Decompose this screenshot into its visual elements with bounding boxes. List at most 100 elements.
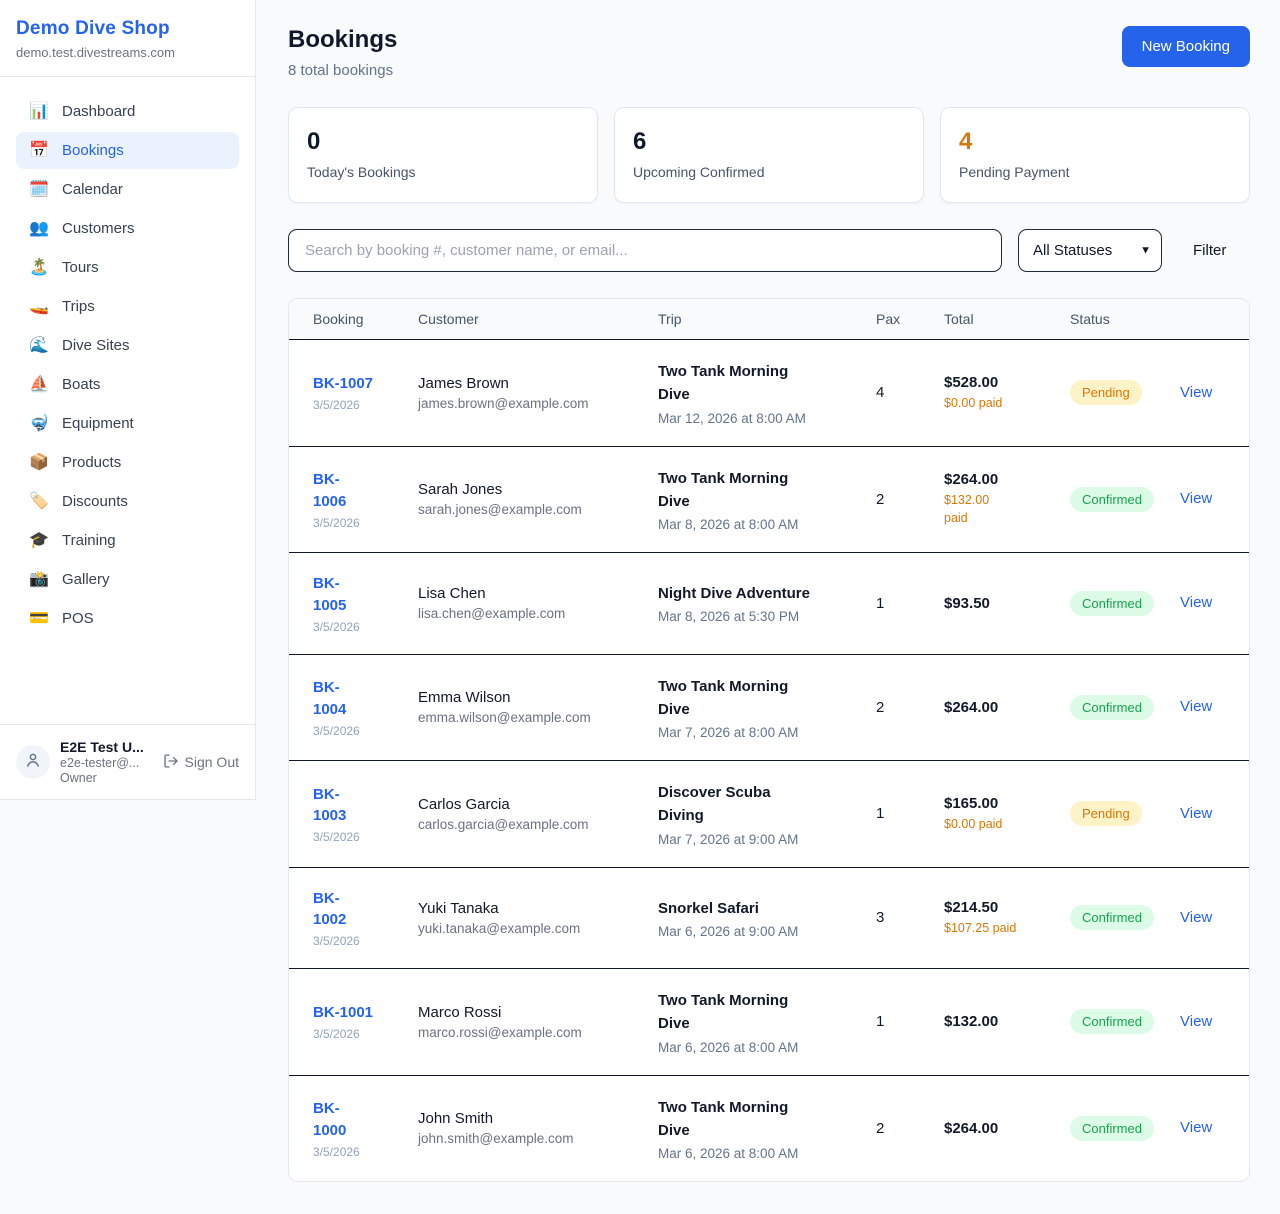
table-body: BK-1007 3/5/2026 James Brown james.brown… [289,340,1249,1181]
sidebar-item-discounts[interactable]: 🏷️ Discounts [16,483,239,520]
customer-cell: Emma Wilson emma.wilson@example.com [418,669,658,745]
trip-name: Two Tank Morning Dive [658,1098,789,1139]
view-link[interactable]: View [1180,908,1213,926]
customer-name: James Brown [418,374,509,392]
booking-link[interactable]: BK-1007 [313,375,374,393]
view-link[interactable]: View [1180,490,1213,508]
table-row: BK-1001 3/5/2026 Marco Rossi marco.rossi… [289,969,1249,1076]
paid-amount: $0.00 paid [944,395,1003,410]
column-header-customer: Customer [418,311,479,327]
sidebar-item-dive-sites[interactable]: 🌊 Dive Sites [16,327,239,364]
customer-email: sarah.jones@example.com [418,502,582,518]
sidebar-item-label: Products [62,454,122,471]
trip-name: Two Tank Morning Dive [658,992,789,1033]
status-cell: Pending [1070,781,1180,846]
customer-name: John Smith [418,1110,494,1128]
booking-link[interactable]: BK-1001 [313,1004,374,1022]
pax-cell: 1 [876,594,885,612]
view-link[interactable]: View [1180,804,1213,822]
sidebar-item-boats[interactable]: ⛵ Boats [16,366,239,403]
table-header: Booking Customer Trip Pax Total Status [289,299,1249,340]
sidebar-item-pos[interactable]: 💳 POS [16,600,239,637]
booking-date: 3/5/2026 [313,830,360,844]
customer-name: Carlos Garcia [418,795,510,813]
booking-link[interactable]: BK- 1006 [313,471,347,510]
page-title-block: Bookings 8 total bookings [288,26,397,79]
trip-datetime: Mar 6, 2026 at 9:00 AM [658,923,799,939]
table-row: BK- 1006 3/5/2026 Sarah Jones sarah.jones… [289,447,1249,553]
status-cell: Pending [1070,360,1180,425]
view-link[interactable]: View [1180,698,1213,716]
paid-amount: $132.00 paid [944,493,990,525]
sidebar-item-dashboard[interactable]: 📊 Dashboard [16,93,239,130]
sidebar-item-customers[interactable]: 👥 Customers [16,210,239,247]
customer-cell: James Brown james.brown@example.com [418,355,658,431]
trip-name: Discover Scuba Diving [658,784,771,825]
booking-link[interactable]: BK- 1002 [313,889,347,929]
trip-datetime: Mar 8, 2026 at 5:30 PM [658,609,800,625]
booking-link[interactable]: BK- 1005 [313,575,347,614]
view-link[interactable]: View [1180,1119,1213,1137]
stat-card-todays-bookings: 0 Today's Bookings [288,107,598,203]
paid-amount: $0.00 paid [944,816,1003,831]
main-content: Bookings 8 total bookings New Booking 0 … [256,0,1280,1214]
stat-value: 6 [633,128,647,155]
customer-cell: Lisa Chen lisa.chen@example.com [418,565,658,641]
sidebar-item-training[interactable]: 🎓 Training [16,522,239,559]
column-header-status: Status [1070,311,1110,327]
view-link[interactable]: View [1180,594,1213,612]
booking-link[interactable]: BK- 1000 [313,1100,347,1139]
sidebar-item-calendar[interactable]: 🗓️ Calendar [16,171,239,208]
trip-cell: Two Tank Morning Dive Mar 6, 2026 at 8:00… [658,1076,876,1182]
sidebar-item-tours[interactable]: 🏝️ Tours [16,249,239,286]
search-input[interactable] [288,229,1002,272]
total-amount: $264.00 [944,698,999,716]
status-badge: Confirmed [1070,694,1154,720]
sign-out-label: Sign Out [184,754,239,770]
sidebar-item-label: Equipment [62,415,134,432]
sidebar-item-trips[interactable]: 🚤 Trips [16,288,239,325]
page-title: Bookings [288,26,398,53]
customer-email: john.smith@example.com [418,1131,574,1147]
actions-cell: View [1180,889,1225,947]
view-link[interactable]: View [1180,383,1213,401]
column-header-trip: Trip [658,311,682,327]
booking-cell: BK- 1000 3/5/2026 [313,1078,418,1179]
status-select[interactable]: All Statuses [1018,229,1162,272]
filter-button[interactable]: Filter [1193,242,1227,259]
booking-date: 3/5/2026 [313,934,360,948]
trip-name: Snorkel Safari [658,899,759,917]
sign-out-button[interactable]: Sign Out [163,753,239,772]
sidebar-item-bookings[interactable]: 📅 Bookings [16,132,239,169]
sidebar-item-equipment[interactable]: 🤿 Equipment [16,405,239,442]
customer-email: marco.rossi@example.com [418,1024,582,1040]
new-booking-button[interactable]: New Booking [1121,26,1250,67]
tours-icon: 🏝️ [29,258,49,276]
sidebar-header: Demo Dive Shop demo.test.divestreams.com [0,0,255,77]
equipment-icon: 🤿 [29,414,49,432]
customer-name: Marco Rossi [418,1003,502,1021]
total-cell: $214.50 $107.25 paid [944,879,1070,958]
view-link[interactable]: View [1180,1012,1213,1030]
booking-link[interactable]: BK- 1003 [313,785,347,825]
customer-email: yuki.tanaka@example.com [418,920,581,936]
dive-sites-icon: 🌊 [29,336,49,354]
sidebar-nav: 📊 Dashboard 📅 Bookings 🗓️ Calendar 👥 Cus… [0,77,255,647]
sidebar: Demo Dive Shop demo.test.divestreams.com… [0,0,256,800]
status-cell: Confirmed [1070,1096,1180,1161]
customer-email: lisa.chen@example.com [418,606,566,622]
sidebar-item-products[interactable]: 📦 Products [16,444,239,481]
shop-domain: demo.test.divestreams.com [16,45,175,60]
sign-out-icon [163,753,179,772]
gallery-icon: 📸 [29,570,49,588]
sidebar-item-gallery[interactable]: 📸 Gallery [16,561,239,598]
column-header-actions [1180,307,1225,331]
trip-datetime: Mar 12, 2026 at 8:00 AM [658,410,806,426]
customer-email: carlos.garcia@example.com [418,816,589,832]
customer-name: Sarah Jones [418,481,503,499]
training-icon: 🎓 [29,531,49,549]
booking-link[interactable]: BK- 1004 [313,679,347,718]
pos-icon: 💳 [29,609,49,627]
status-cell: Confirmed [1070,675,1180,740]
total-cell: $165.00 $0.00 paid [944,775,1070,854]
